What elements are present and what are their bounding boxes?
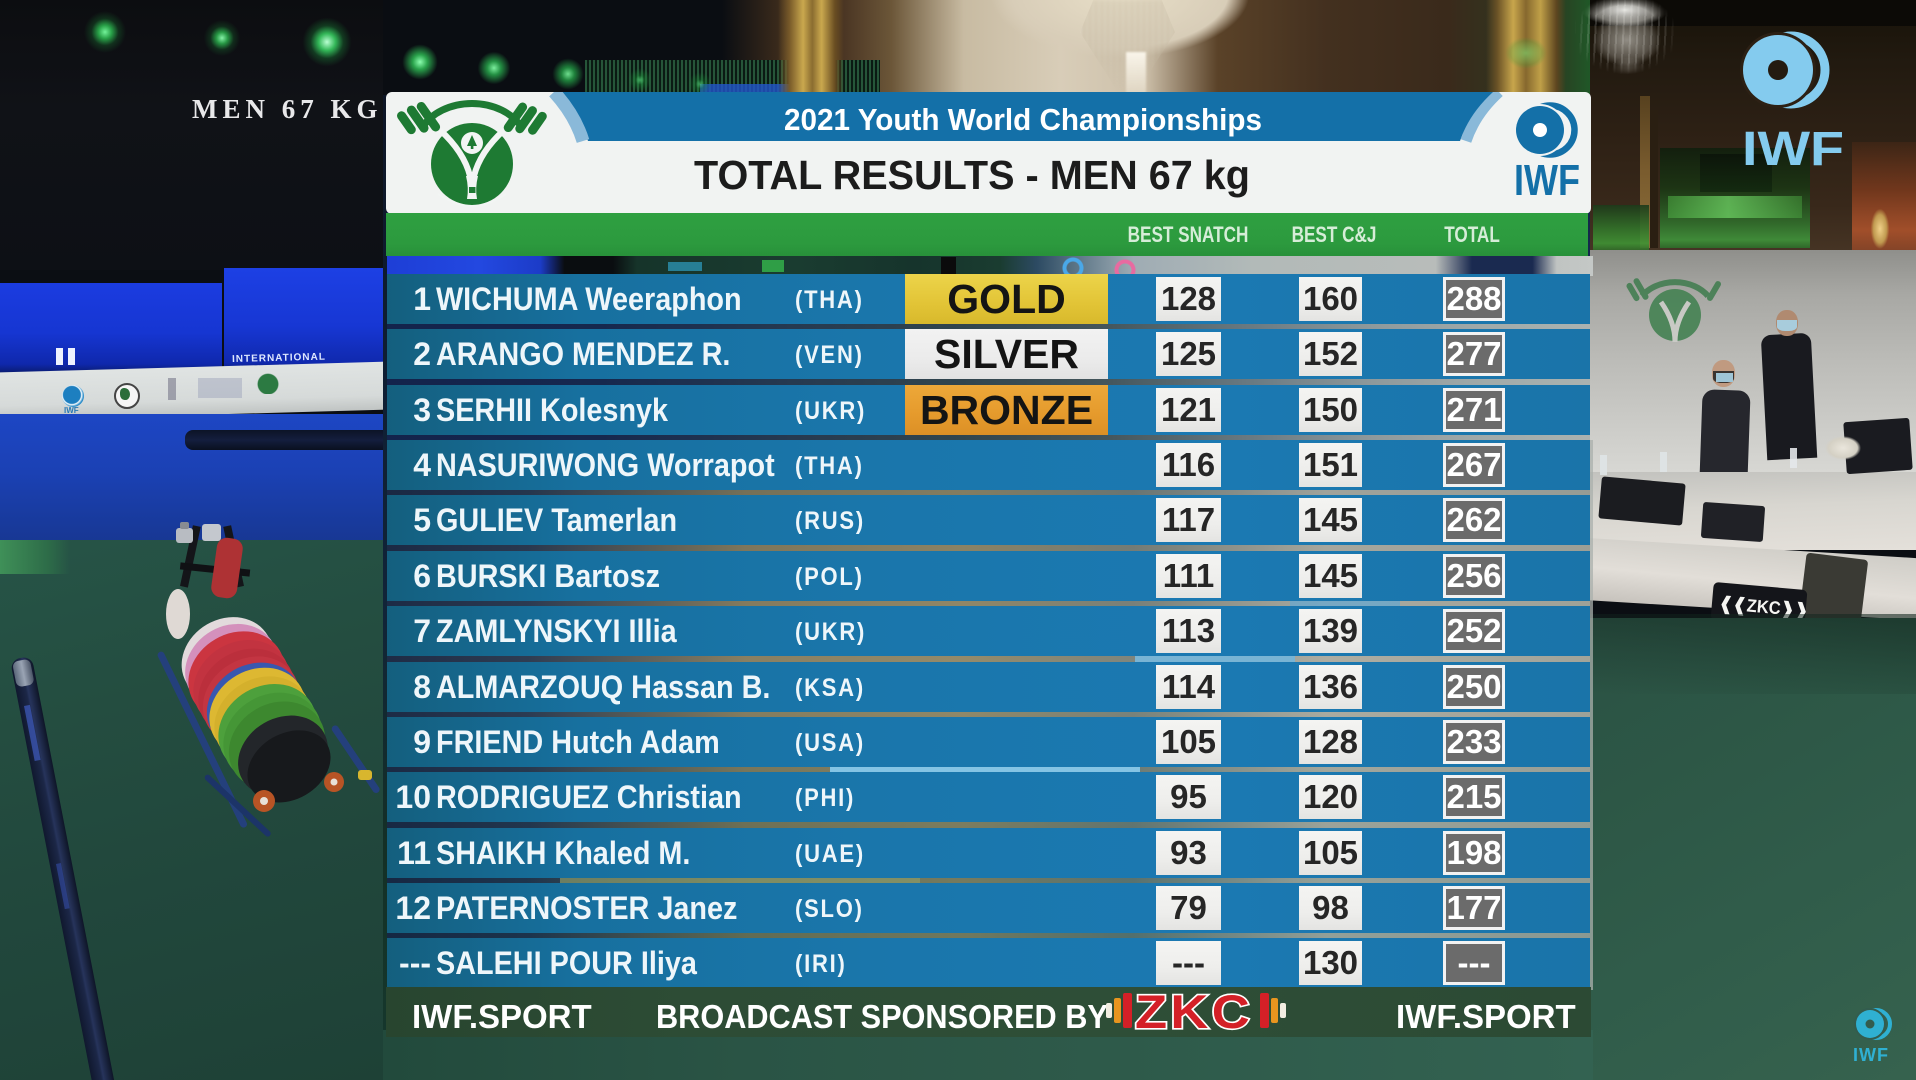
- svg-text:2021 Youth World Championships: 2021 Youth World Championships: [784, 102, 1262, 137]
- svg-text:TOTAL RESULTS - MEN 67 kg: TOTAL RESULTS - MEN 67 kg: [694, 152, 1250, 198]
- svg-text:IWF: IWF: [1742, 123, 1844, 176]
- svg-text:ZKC: ZKC: [1135, 985, 1253, 1038]
- svg-text:IWF: IWF: [1853, 1045, 1889, 1065]
- svg-text:IWF: IWF: [1514, 156, 1580, 205]
